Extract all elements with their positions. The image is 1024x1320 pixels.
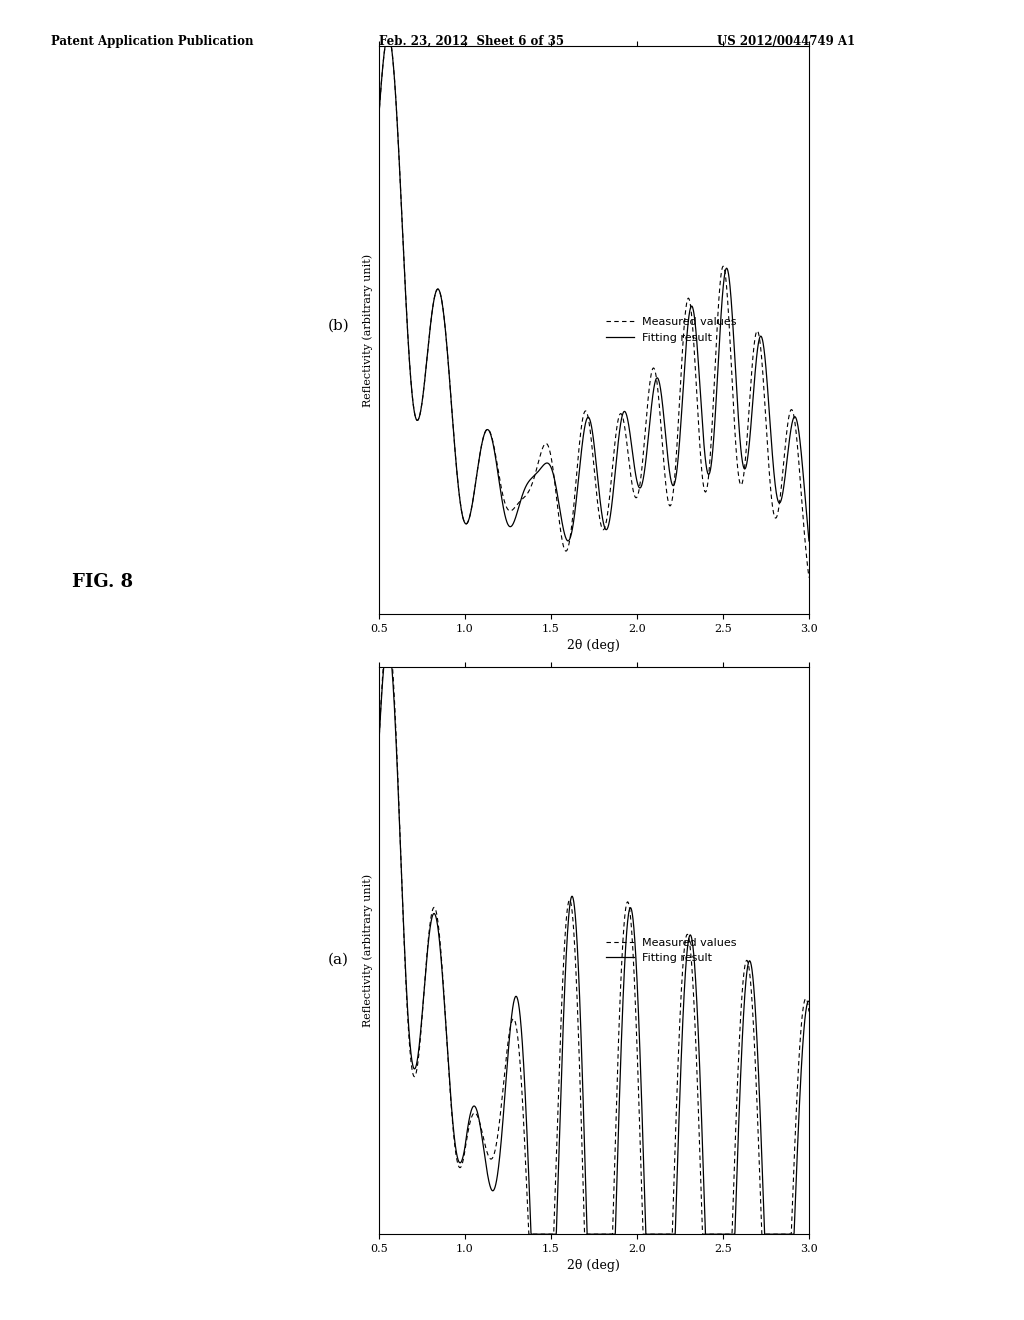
Text: FIG. 8: FIG. 8 — [72, 573, 133, 591]
Text: (a): (a) — [328, 953, 349, 966]
Text: US 2012/0044749 A1: US 2012/0044749 A1 — [717, 34, 855, 48]
Text: (b): (b) — [328, 319, 349, 333]
X-axis label: 2θ (deg): 2θ (deg) — [567, 639, 621, 652]
Legend: Measured values, Fitting result: Measured values, Fitting result — [601, 933, 741, 968]
Y-axis label: Reflectivity (arbitrary unit): Reflectivity (arbitrary unit) — [362, 874, 374, 1027]
Text: Feb. 23, 2012  Sheet 6 of 35: Feb. 23, 2012 Sheet 6 of 35 — [379, 34, 564, 48]
X-axis label: 2θ (deg): 2θ (deg) — [567, 1259, 621, 1272]
Text: Patent Application Publication: Patent Application Publication — [51, 34, 254, 48]
Legend: Measured values, Fitting result: Measured values, Fitting result — [601, 313, 741, 347]
Y-axis label: Reflectivity (arbitrary unit): Reflectivity (arbitrary unit) — [362, 253, 374, 407]
